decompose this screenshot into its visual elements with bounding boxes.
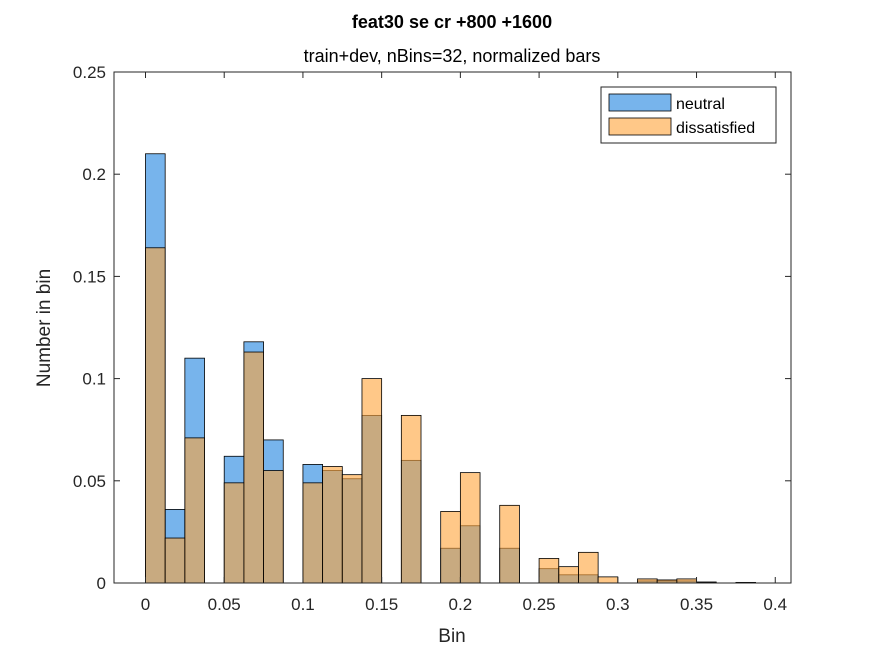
y-tick-label: 0 — [97, 574, 106, 593]
x-tick-label: 0.25 — [523, 595, 556, 614]
bar-dissatisfied-27 — [676, 578, 697, 584]
plot-area — [114, 72, 791, 583]
y-axis-label: Number in bin — [34, 269, 55, 387]
chart-title: feat30 se cr +800 +1600 — [352, 12, 552, 32]
legend-label-dissatisfied: dissatisfied — [676, 120, 755, 137]
bar-dissatisfied-5 — [243, 351, 264, 584]
x-tick-label: 0.15 — [365, 595, 398, 614]
x-tick-label: 0 — [141, 595, 150, 614]
x-tick-label: 0.4 — [763, 595, 787, 614]
bar-dissatisfied-8 — [302, 482, 324, 584]
legend: neutral dissatisfied — [600, 86, 777, 144]
y-tick-label: 0.2 — [82, 165, 106, 184]
legend-swatch-dissatisfied — [608, 117, 672, 136]
bar-dissatisfied-23 — [597, 576, 619, 584]
y-tick-label: 0.05 — [73, 472, 106, 491]
x-tick-label: 0.35 — [680, 595, 713, 614]
bar-dissatisfied-16 — [459, 472, 481, 584]
x-tick-label: 0.2 — [449, 595, 473, 614]
bars-layer — [145, 153, 756, 584]
legend-swatch-neutral — [608, 93, 672, 112]
x-axis-label: Bin — [438, 626, 465, 647]
bar-dissatisfied-6 — [263, 470, 284, 584]
bar-dissatisfied-0 — [145, 247, 166, 584]
bar-dissatisfied-10 — [341, 474, 363, 584]
bar-dissatisfied-20 — [538, 558, 560, 584]
bar-dissatisfied-4 — [223, 482, 245, 584]
bar-dissatisfied-9 — [322, 466, 343, 584]
y-tick-label: 0.25 — [73, 63, 106, 82]
bar-dissatisfied-1 — [164, 537, 186, 584]
x-tick-label: 0.05 — [208, 595, 241, 614]
bar-dissatisfied-15 — [440, 511, 461, 584]
axes-frame — [113, 71, 792, 584]
bar-dissatisfied-11 — [361, 378, 383, 584]
legend-label-neutral: neutral — [676, 96, 725, 113]
bar-dissatisfied-18 — [499, 504, 520, 584]
y-tick-label: 0.1 — [82, 370, 106, 389]
x-tick-label: 0.1 — [291, 595, 315, 614]
axes-layer: 0 0.05 0.1 0.15 0.2 0.25 0.3 0.35 0.4 0 0.05 0.1 0.1… — [73, 63, 792, 614]
bar-dissatisfied-13 — [400, 414, 422, 584]
x-tick-label: 0.3 — [606, 595, 630, 614]
bar-dissatisfied-21 — [558, 566, 579, 584]
y-tick-label: 0.15 — [73, 267, 106, 286]
bar-dissatisfied-2 — [184, 437, 205, 584]
bar-dissatisfied-25 — [637, 578, 658, 584]
chart-subtitle: train+dev, nBins=32, normalized bars — [304, 46, 601, 66]
bar-dissatisfied-22 — [578, 551, 599, 584]
